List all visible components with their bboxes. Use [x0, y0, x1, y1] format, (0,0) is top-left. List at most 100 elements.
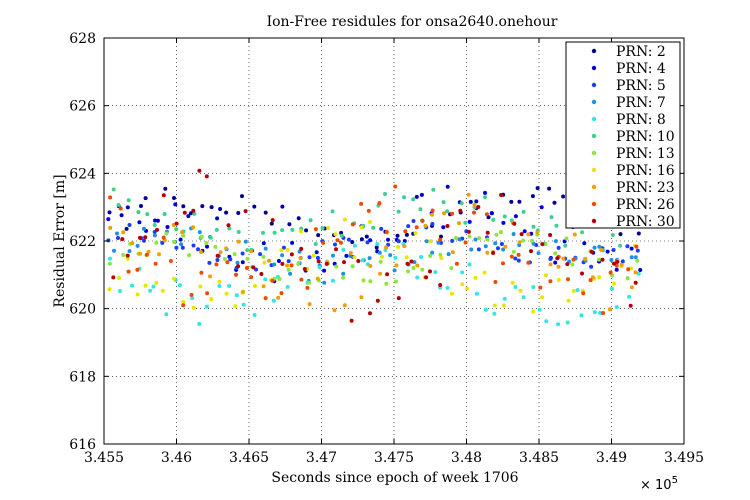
data-point	[409, 259, 414, 264]
data-point	[592, 245, 597, 250]
data-point	[270, 218, 275, 223]
data-point	[164, 312, 169, 317]
data-point	[181, 300, 186, 304]
data-point	[430, 222, 435, 226]
data-point	[374, 245, 379, 250]
data-point	[599, 247, 604, 252]
data-point	[378, 271, 383, 276]
data-point	[384, 230, 389, 234]
data-point	[174, 227, 179, 232]
legend-label: PRN: 4	[616, 61, 666, 77]
data-point	[547, 186, 552, 191]
data-point	[143, 235, 148, 240]
data-point	[516, 252, 521, 257]
data-point	[341, 275, 346, 280]
data-point	[477, 236, 482, 241]
data-point	[465, 286, 469, 291]
data-point	[160, 240, 165, 245]
data-point	[601, 311, 605, 315]
x-tick-label: 3.455	[84, 450, 124, 466]
data-point	[493, 280, 498, 284]
y-tick-label: 624	[69, 166, 96, 182]
data-point	[553, 251, 558, 256]
data-point	[296, 216, 301, 221]
data-point	[474, 199, 479, 204]
data-point	[521, 209, 526, 214]
x-tick-label: 3.46	[161, 450, 192, 466]
data-point	[521, 238, 526, 243]
data-point	[411, 219, 416, 223]
data-point	[438, 252, 443, 257]
data-point	[258, 252, 263, 257]
data-point	[263, 277, 268, 282]
data-point	[396, 245, 401, 249]
data-point	[419, 255, 424, 259]
data-point	[142, 238, 146, 243]
data-point	[240, 194, 244, 199]
data-point	[402, 244, 407, 249]
x-tick-label: 3.485	[519, 450, 559, 466]
data-point	[333, 232, 338, 237]
data-point	[315, 276, 320, 281]
data-point	[543, 242, 548, 247]
data-point	[518, 288, 523, 293]
data-point	[612, 261, 616, 266]
data-point	[450, 250, 455, 255]
data-point	[227, 284, 232, 288]
legend-label: PRN: 10	[616, 129, 675, 145]
data-point	[556, 264, 561, 269]
data-point	[144, 252, 149, 257]
data-point	[411, 197, 416, 202]
data-point	[491, 217, 496, 222]
data-point	[474, 291, 479, 296]
data-point	[445, 184, 450, 189]
data-point	[315, 255, 320, 260]
data-point	[555, 256, 560, 261]
data-point	[330, 209, 335, 214]
x-exponent-power: 5	[672, 475, 678, 486]
data-point	[224, 210, 229, 215]
data-point	[240, 251, 245, 256]
data-point	[424, 275, 429, 280]
data-point	[460, 282, 465, 287]
x-axis-label: Seconds since epoch of week 1706	[271, 470, 518, 486]
data-point	[633, 255, 638, 260]
data-point	[296, 261, 301, 266]
data-point	[234, 272, 238, 277]
data-point	[253, 284, 257, 288]
data-point	[163, 186, 168, 191]
x-tick-label: 3.47	[306, 450, 337, 466]
data-point	[261, 284, 266, 289]
data-point	[222, 257, 227, 261]
data-point	[548, 262, 553, 267]
data-point	[580, 271, 584, 276]
data-point	[287, 222, 292, 227]
data-point	[234, 293, 239, 298]
data-point	[254, 267, 258, 272]
data-point	[492, 311, 497, 316]
data-point	[571, 257, 576, 262]
data-point	[368, 311, 372, 316]
data-point	[197, 168, 202, 173]
data-point	[215, 258, 220, 262]
data-point	[224, 246, 229, 251]
data-point	[493, 241, 498, 246]
legend-marker	[591, 184, 597, 190]
data-point	[619, 262, 624, 267]
data-point	[466, 192, 471, 197]
data-point	[107, 261, 112, 266]
data-point	[454, 261, 459, 266]
data-point	[209, 297, 214, 302]
data-point	[536, 251, 541, 256]
data-point	[428, 239, 433, 244]
data-point	[539, 205, 544, 210]
data-point	[449, 266, 454, 271]
legend-label: PRN: 2	[616, 44, 666, 60]
data-point	[317, 265, 322, 270]
data-point	[396, 209, 401, 214]
data-point	[414, 225, 419, 230]
data-point	[562, 239, 567, 244]
data-point	[341, 247, 346, 252]
data-point	[121, 253, 126, 257]
data-point	[516, 258, 521, 263]
